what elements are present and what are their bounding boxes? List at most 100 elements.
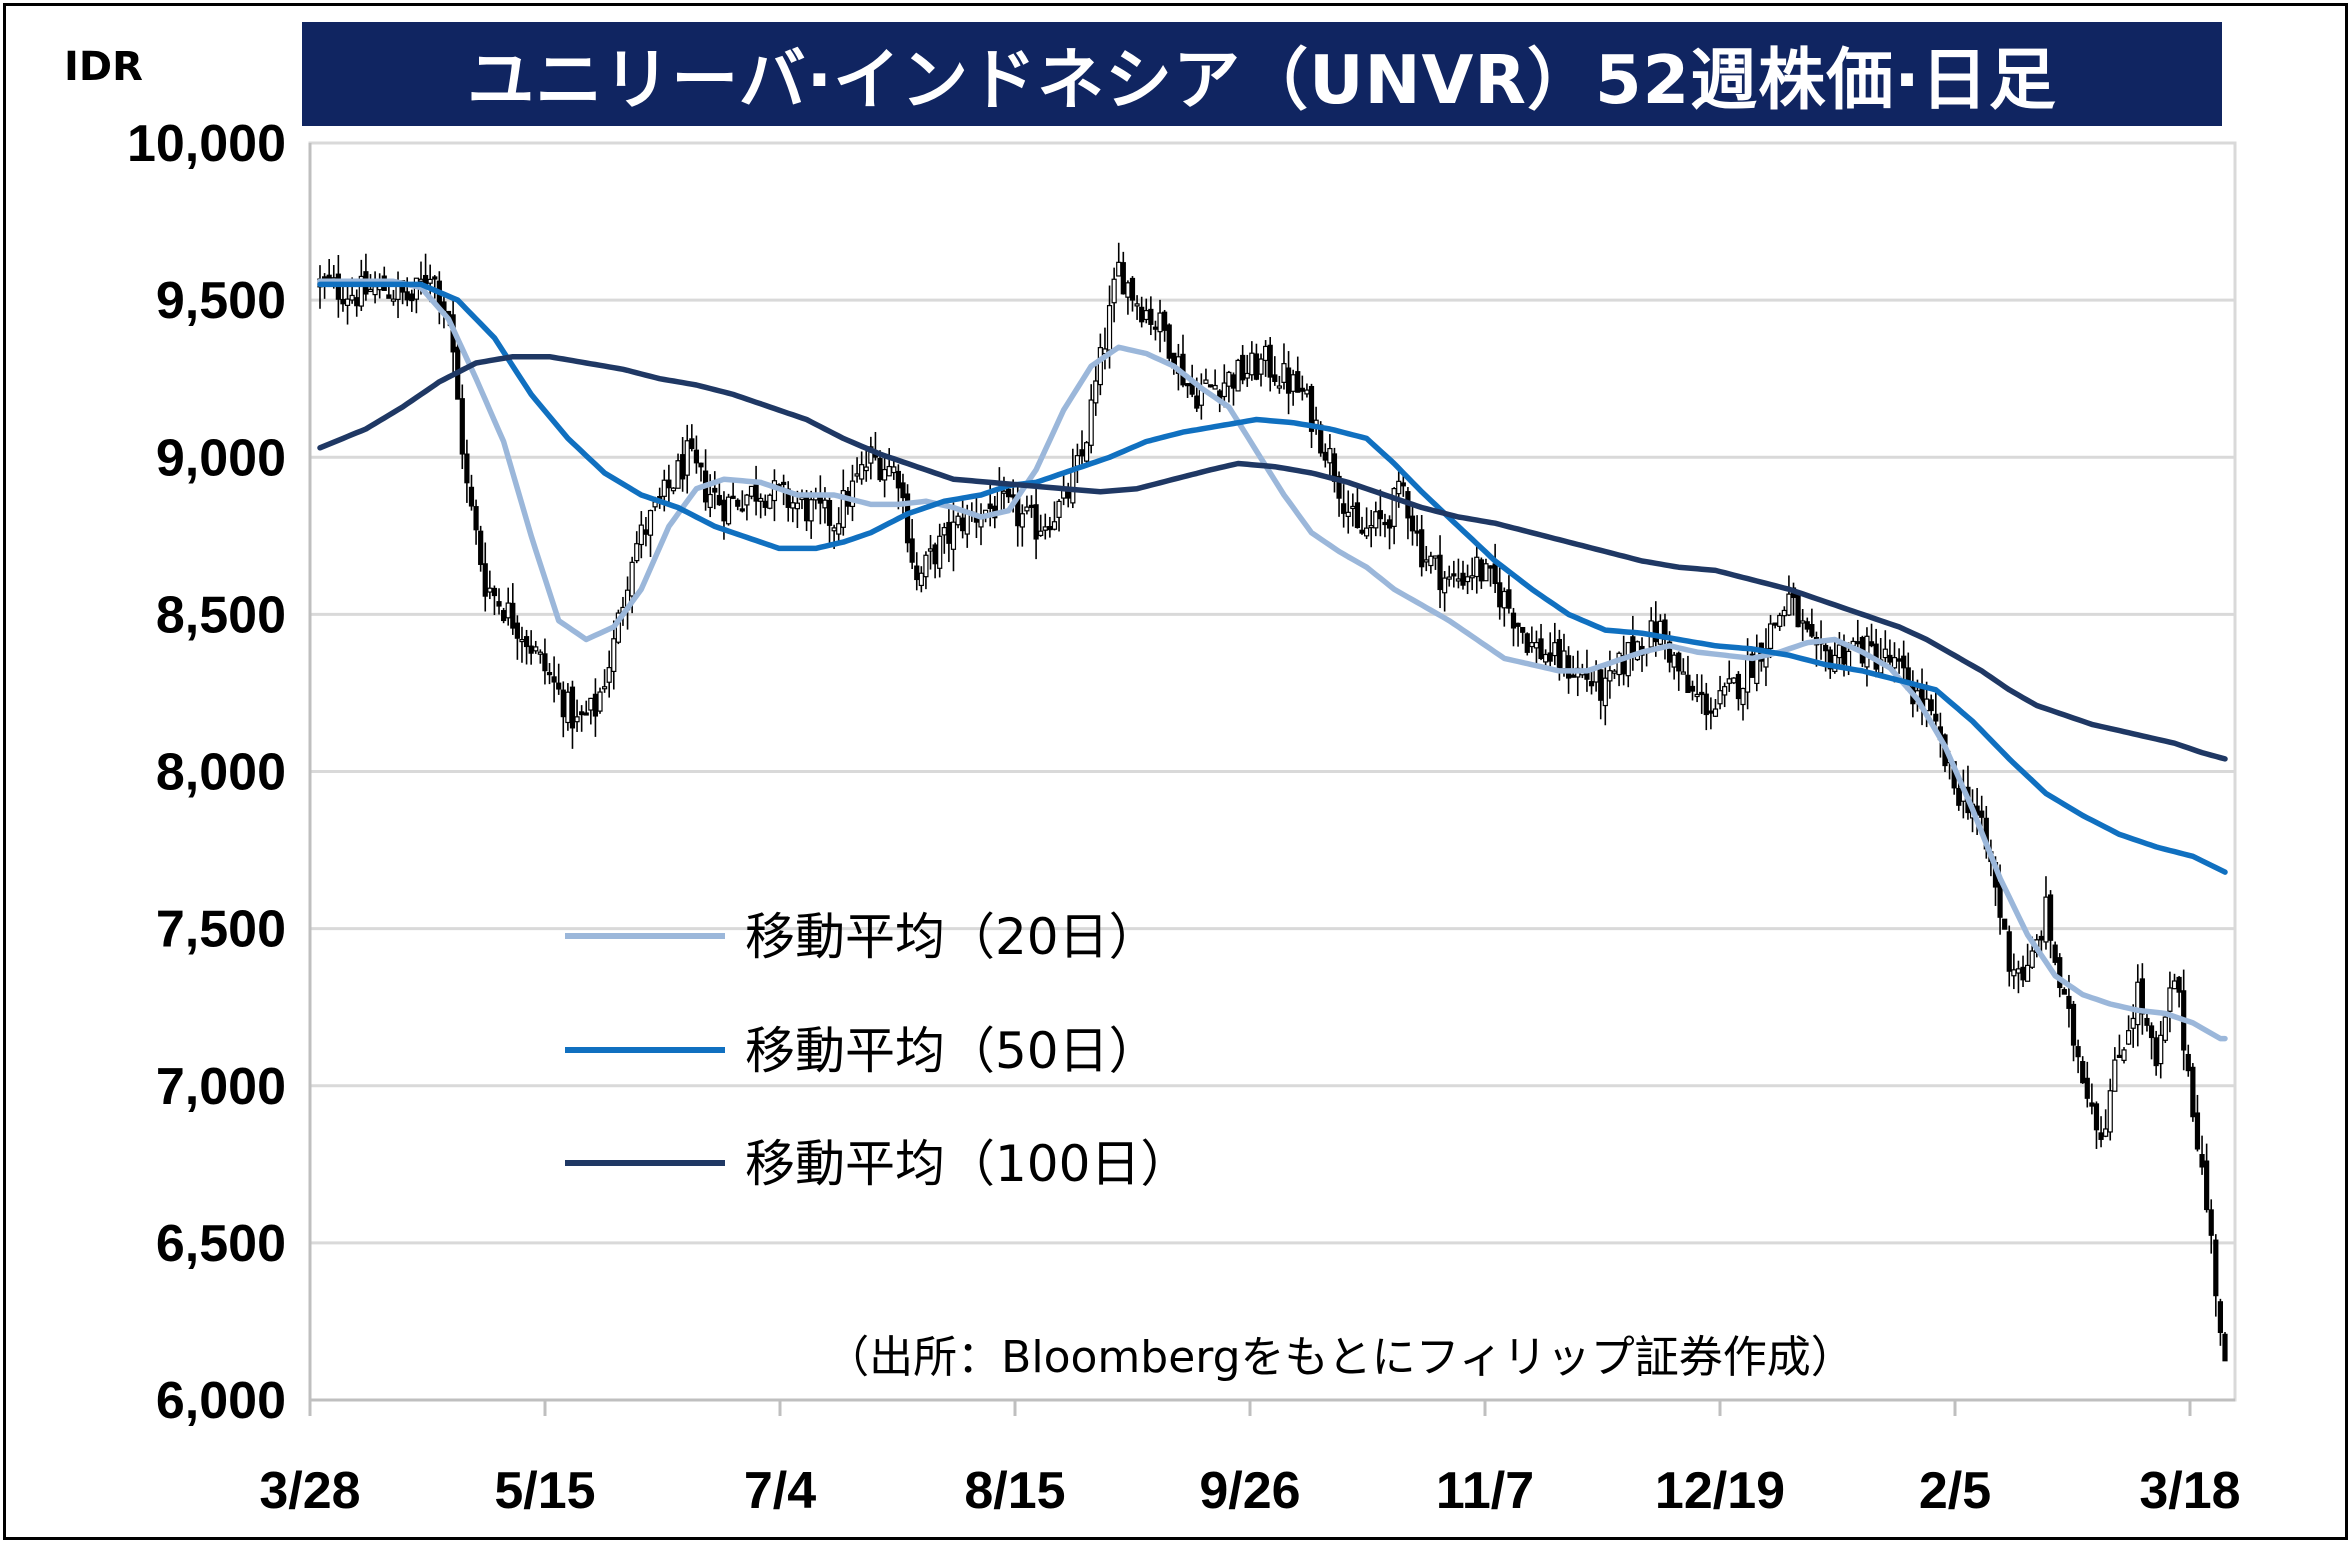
candle (546, 663, 553, 685)
x-tick-label: 3/18 (2139, 1462, 2240, 1520)
candle (1694, 674, 1700, 703)
candle (1157, 299, 1163, 353)
candle (2002, 918, 2008, 930)
candle (354, 289, 360, 317)
candlesticks (317, 242, 2228, 1362)
y-tick-label: 10,000 (127, 115, 286, 173)
candle (1538, 623, 1544, 661)
candle (836, 507, 842, 541)
legend: 移動平均（20日） 移動平均（50日） 移動平均（100日） (565, 908, 1190, 1193)
candle (1345, 490, 1351, 534)
candle (491, 585, 498, 616)
candle (1685, 655, 1691, 694)
candle (1873, 628, 1879, 678)
candle (1028, 495, 1035, 518)
candle (946, 507, 952, 563)
y-tick-label: 8,000 (156, 744, 286, 802)
candle (1487, 565, 1494, 587)
chart-title: ユニリーバ·インドネシア（UNVR）52週株価·日足 (302, 22, 2222, 126)
candle (1134, 295, 1140, 320)
candle (817, 475, 823, 525)
candle (1419, 515, 1425, 577)
candle (1809, 608, 1815, 638)
candle (689, 424, 695, 452)
candle (505, 587, 511, 626)
candle (1180, 334, 1186, 388)
candle (1308, 383, 1315, 448)
candle (735, 498, 741, 511)
x-tick-label: 3/28 (259, 1462, 360, 1520)
candle (647, 509, 654, 557)
candle (1625, 641, 1631, 688)
candle (1088, 384, 1094, 454)
candle (1267, 337, 1273, 392)
candle (1253, 343, 1260, 381)
ma-line-20 (317, 278, 2228, 1042)
candle (1304, 383, 1310, 398)
candle (2015, 960, 2022, 994)
candle (868, 436, 874, 480)
legend-label: 移動平均（100日） (745, 1135, 1190, 1193)
candle (1125, 280, 1131, 315)
candle (2153, 1030, 2159, 1076)
candle (1386, 515, 1393, 550)
candle (1543, 649, 1549, 667)
candle (1455, 558, 1462, 589)
candle (1299, 375, 1305, 401)
candle (739, 490, 745, 513)
y-axis-ticks: 6,000 6,500 7,000 7,500 8,000 8,500 9,000 9,500… (127, 115, 286, 1430)
y-tick-label: 9,500 (156, 272, 286, 330)
candle (1598, 666, 1604, 720)
candle (1726, 660, 1732, 692)
candle (914, 552, 920, 591)
candle (927, 534, 934, 570)
y-tick-label: 7,500 (156, 901, 286, 959)
candle (2025, 943, 2031, 982)
candle (950, 502, 957, 572)
candle (523, 629, 530, 665)
candle (762, 494, 768, 516)
candle (1786, 575, 1792, 617)
candle (2190, 1063, 2196, 1122)
candle (1754, 634, 1760, 692)
candle (2126, 1015, 2132, 1045)
candle (2075, 1039, 2081, 1074)
candle (1373, 501, 1379, 537)
candle (2052, 941, 2058, 966)
candle (882, 457, 888, 498)
candle (813, 487, 819, 510)
candle (459, 384, 465, 470)
candle (1116, 242, 1122, 277)
candle (808, 490, 814, 539)
candle (643, 517, 649, 547)
ma-line-50 (317, 281, 2228, 875)
candle (464, 439, 470, 503)
candle (1446, 565, 1452, 587)
y-tick-label: 7,000 (156, 1058, 286, 1116)
candle (785, 481, 791, 522)
candle (363, 253, 369, 301)
y-tick-label: 8,500 (156, 586, 286, 644)
candle (1607, 650, 1613, 699)
candle (1699, 674, 1705, 714)
candle (395, 271, 401, 319)
candle (693, 435, 700, 474)
candle (514, 615, 520, 660)
candle (937, 523, 943, 578)
candle (1928, 694, 1934, 716)
x-tick-label: 5/15 (494, 1462, 595, 1520)
candle (1570, 655, 1576, 678)
candle (606, 650, 612, 698)
candle (1868, 623, 1875, 648)
candle (2121, 1047, 2127, 1064)
candle (1019, 504, 1025, 547)
candle (909, 518, 915, 570)
candle (537, 649, 543, 664)
legend-item: 移動平均（100日） (565, 1135, 1190, 1193)
candle (1203, 368, 1209, 385)
candle (1033, 484, 1039, 560)
candle (712, 471, 718, 510)
y-unit-label: IDR (64, 44, 143, 90)
candle (1313, 406, 1319, 435)
candle (390, 289, 397, 306)
